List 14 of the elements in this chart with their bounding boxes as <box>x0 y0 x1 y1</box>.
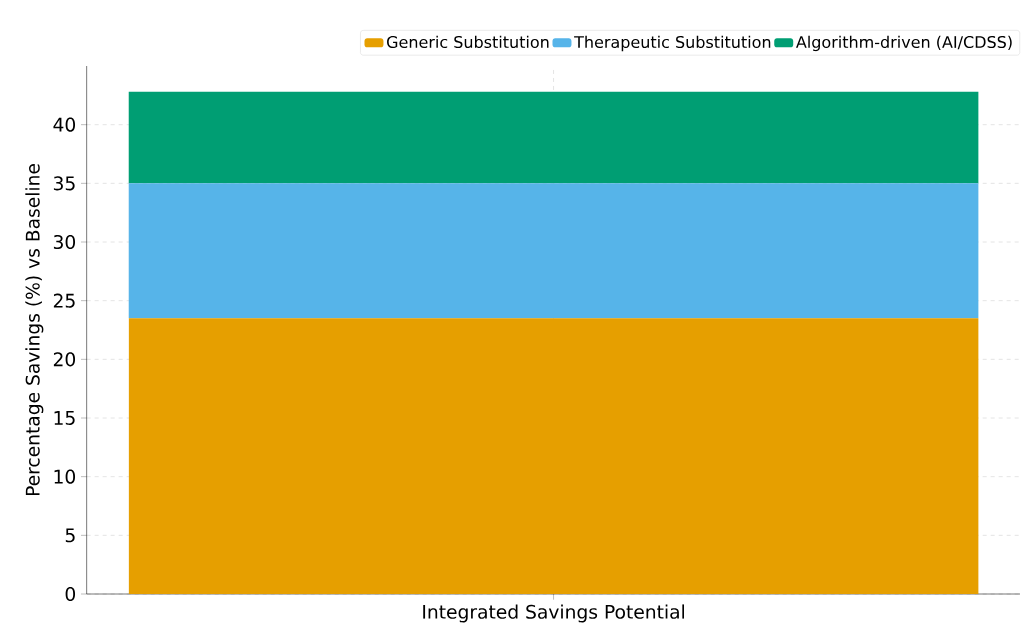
y-tick-label: 40 <box>53 117 76 132</box>
y-tick-label: 5 <box>65 528 75 543</box>
y-tick-label: 15 <box>54 411 75 425</box>
legend-label: Algorithm-driven (AI/CDSS) <box>796 35 1012 52</box>
y-axis-title: Percentage Savings (%) vs Baseline <box>25 164 44 496</box>
legend-label: Generic Substitution <box>387 35 549 49</box>
y-tick-label: 25 <box>53 293 75 308</box>
x-tick-label: Integrated Savings Potential <box>423 604 685 623</box>
legend-label: Therapeutic Substitution <box>574 35 771 52</box>
y-tick-label: 0 <box>65 586 76 602</box>
y-tick-label: 30 <box>53 234 76 250</box>
y-tick-label: 35 <box>53 176 75 191</box>
y-tick-label: 20 <box>53 352 76 367</box>
y-tick-label: 10 <box>54 469 76 484</box>
